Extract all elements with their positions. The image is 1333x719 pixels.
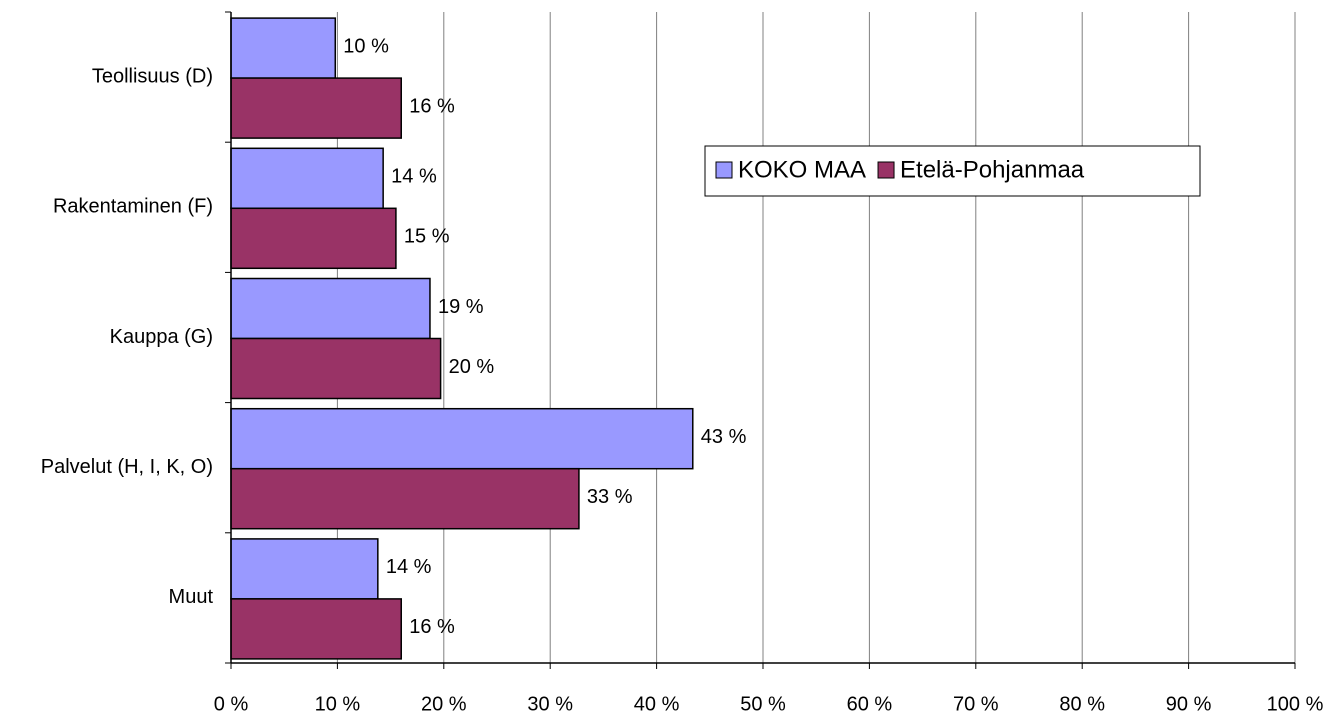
- legend-label: KOKO MAA: [738, 156, 866, 183]
- legend-box: [704, 145, 1201, 197]
- value-label: 10 %: [343, 35, 389, 57]
- bar: [230, 17, 337, 79]
- x-tick-label: 80 %: [1059, 693, 1105, 715]
- value-label: 14 %: [391, 166, 437, 188]
- x-tick-label: 100 %: [1267, 693, 1324, 715]
- x-tick-label: 70 %: [953, 693, 999, 715]
- y-tick-label: Rakentaminen (F): [53, 196, 213, 218]
- legend-swatch: [715, 161, 733, 179]
- y-tick-label: Muut: [169, 586, 214, 608]
- x-tick-label: 60 %: [847, 693, 893, 715]
- bar: [230, 467, 580, 530]
- bar: [230, 147, 384, 210]
- x-tick-label: 40 %: [634, 693, 680, 715]
- x-tick-label: 30 %: [527, 693, 573, 715]
- x-tick-label: 50 %: [740, 693, 786, 715]
- value-label: 43 %: [701, 426, 747, 448]
- legend-swatch: [877, 161, 895, 179]
- bar: [230, 337, 442, 400]
- x-tick-label: 0 %: [214, 693, 249, 715]
- value-label: 19 %: [438, 296, 484, 318]
- x-tick-label: 10 %: [315, 693, 361, 715]
- bar: [230, 207, 397, 270]
- bar: [230, 277, 431, 340]
- value-label: 16 %: [409, 616, 455, 638]
- x-tick-label: 20 %: [421, 693, 467, 715]
- value-label: 20 %: [449, 356, 495, 378]
- bar: [230, 538, 379, 600]
- value-label: 14 %: [386, 556, 432, 578]
- bar: [230, 77, 402, 139]
- bar: [230, 598, 402, 660]
- x-tick-label: 90 %: [1166, 693, 1212, 715]
- legend-label: Etelä-Pohjanmaa: [900, 156, 1085, 183]
- value-label: 15 %: [404, 226, 450, 248]
- y-tick-label: Palvelut (H, I, K, O): [41, 456, 213, 478]
- y-tick-label: Teollisuus (D): [92, 65, 213, 87]
- y-tick-label: Kauppa (G): [110, 326, 213, 348]
- value-label: 33 %: [587, 486, 633, 508]
- bar: [230, 407, 694, 470]
- value-label: 16 %: [409, 95, 455, 117]
